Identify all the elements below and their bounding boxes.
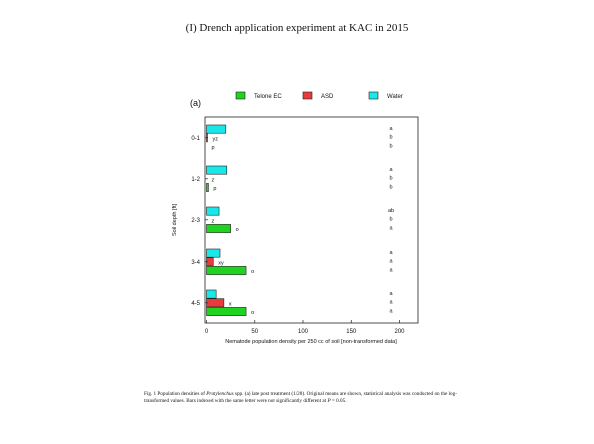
bar — [206, 224, 231, 233]
x-tick-label: 50 — [251, 329, 258, 335]
y-tick-label: 0-1 — [191, 136, 200, 142]
slide-title: (I) Drench application experiment at KAC… — [185, 22, 409, 34]
significance-letter: b — [389, 135, 392, 141]
significance-letter: a — [389, 300, 393, 306]
x-tick-label: 0 — [205, 329, 209, 335]
significance-letter: a — [389, 291, 393, 297]
bar — [206, 124, 227, 134]
caption-species: Pratylenchus — [206, 391, 234, 397]
y-axis-label: Soil depth [ft] — [172, 203, 178, 236]
significance-letter: ab — [388, 208, 394, 214]
bar-group-letter: xy — [218, 260, 224, 266]
bar-group-letter: o — [251, 310, 254, 316]
bar-group-letter: o — [236, 227, 239, 233]
significance-letter: a — [389, 126, 393, 132]
legend: Telone EC ASD Water — [235, 91, 403, 100]
significance-letter: a — [389, 308, 393, 314]
bar — [206, 183, 209, 192]
legend-label: Water — [387, 94, 403, 100]
bar — [206, 307, 247, 316]
significance-letter: b — [389, 176, 392, 182]
significance-letter: a — [389, 167, 393, 173]
bar — [206, 248, 221, 258]
legend-swatch — [235, 91, 246, 100]
caption-text-1: Fig. 1 Population densities of — [144, 391, 207, 397]
x-axis-label: Nematode population density per 250 cc o… — [225, 339, 397, 345]
significance-letter: b — [389, 217, 392, 223]
significance-letter: a — [389, 259, 393, 265]
bar-group-letter: p — [213, 186, 216, 192]
bar — [206, 266, 247, 275]
x-tick-label: 100 — [298, 329, 309, 335]
legend-label: Telone EC — [254, 94, 282, 100]
panel-label: (a) — [190, 98, 201, 108]
plot-frame — [204, 116, 419, 324]
bar — [206, 165, 228, 175]
bar-group-letter: z — [212, 218, 215, 224]
significance-letter: a — [389, 250, 393, 256]
bar-group-letter: yz — [212, 136, 218, 142]
significance-letter: a — [389, 267, 393, 273]
significance-letter: b — [389, 143, 392, 149]
significance-letter: a — [389, 225, 393, 231]
caption-text-2: spp. (a) late post treatment (1/28). Ori… — [144, 391, 457, 404]
caption-text-3: = 0.05. — [330, 398, 347, 404]
bar-group-letter: x — [229, 301, 232, 307]
legend-swatch — [368, 91, 379, 100]
bar-group-letter: z — [212, 177, 215, 183]
y-tick-label: 3-4 — [191, 260, 200, 266]
bar — [206, 289, 217, 299]
y-tick-label: 2-3 — [191, 218, 200, 224]
y-axis: 0-1 1-2 2-3 3-4 4-5 — [191, 136, 208, 307]
legend-label: ASD — [321, 94, 334, 100]
bar — [206, 206, 220, 216]
figure-caption: Fig. 1 Population densities of Pratylenc… — [144, 391, 464, 405]
significance-letter: b — [389, 184, 392, 190]
caption-p-variable: P — [327, 398, 331, 404]
legend-swatch — [302, 91, 313, 100]
x-axis: 0 50 100 150 200 — [205, 320, 405, 335]
y-tick-label: 1-2 — [191, 177, 200, 183]
y-tick-label: 4-5 — [191, 301, 200, 307]
bar-group-letter: p — [212, 145, 215, 151]
x-tick-label: 200 — [394, 329, 405, 335]
bar — [206, 298, 225, 308]
x-tick-label: 150 — [346, 329, 357, 335]
bar-group-letter: o — [251, 269, 254, 275]
